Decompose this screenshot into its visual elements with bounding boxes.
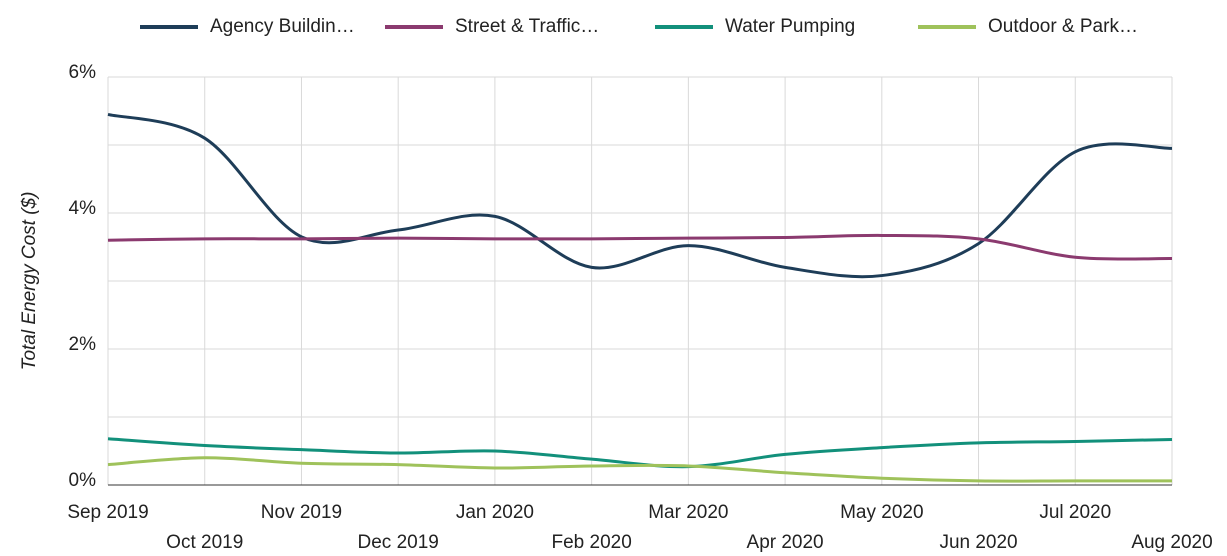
x-tick-label: Dec 2019 bbox=[358, 532, 439, 553]
x-tick-label: Aug 2020 bbox=[1131, 532, 1212, 553]
x-tick-label: Apr 2020 bbox=[747, 532, 824, 553]
x-tick-label: Feb 2020 bbox=[551, 532, 631, 553]
legend-label: Street & Traffic… bbox=[455, 16, 599, 37]
x-tick-label: Nov 2019 bbox=[261, 502, 342, 523]
line-series bbox=[107, 112, 1173, 279]
legend-label: Agency Buildin… bbox=[210, 16, 355, 37]
line-series bbox=[107, 233, 1173, 261]
y-axis-label: Total Energy Cost ($) bbox=[19, 192, 40, 371]
x-tick-label: Mar 2020 bbox=[648, 502, 728, 523]
y-tick-label: 6% bbox=[69, 62, 97, 83]
y-tick-label: 0% bbox=[69, 470, 97, 491]
y-tick-label: 2% bbox=[69, 334, 97, 355]
legend-label: Water Pumping bbox=[725, 16, 855, 37]
x-tick-label: Jan 2020 bbox=[456, 502, 534, 523]
x-tick-label: Oct 2019 bbox=[166, 532, 243, 553]
x-tick-label: Sep 2019 bbox=[67, 502, 148, 523]
x-tick-label: Jul 2020 bbox=[1039, 502, 1111, 523]
line-series bbox=[107, 456, 1172, 483]
y-tick-label: 4% bbox=[69, 198, 97, 219]
legend-label: Outdoor & Park… bbox=[988, 16, 1138, 37]
x-tick-label: May 2020 bbox=[840, 502, 923, 523]
x-tick-label: Jun 2020 bbox=[939, 532, 1017, 553]
